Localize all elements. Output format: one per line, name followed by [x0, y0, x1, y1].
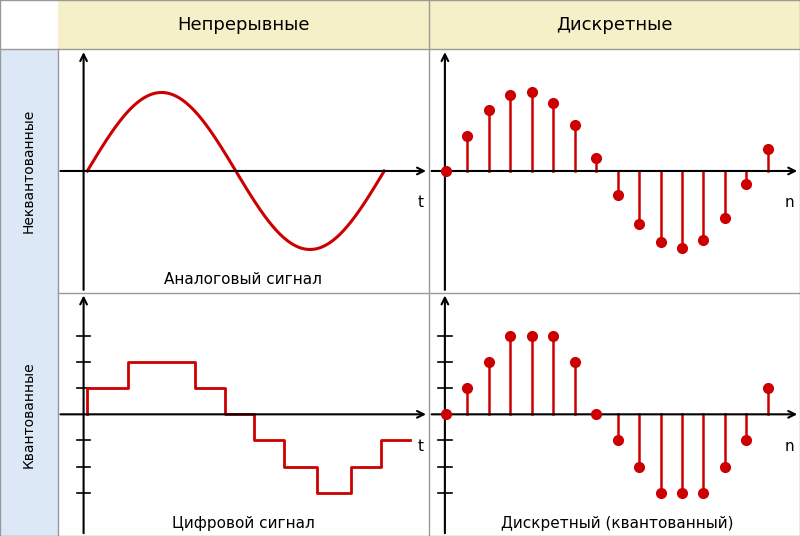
Text: Цифровой сигнал: Цифровой сигнал — [172, 516, 314, 531]
Text: n: n — [785, 438, 794, 453]
Text: t: t — [418, 195, 424, 210]
Text: n: n — [785, 195, 794, 210]
Text: Квантованные: Квантованные — [22, 361, 36, 467]
Text: Неквантованные: Неквантованные — [22, 109, 36, 233]
Text: t: t — [418, 438, 424, 453]
Text: Аналоговый сигнал: Аналоговый сигнал — [164, 272, 322, 287]
Text: Дискретные: Дискретные — [556, 16, 673, 34]
Text: Дискретный (квантованный): Дискретный (квантованный) — [502, 516, 734, 531]
Text: Непрерывные: Непрерывные — [177, 16, 310, 34]
